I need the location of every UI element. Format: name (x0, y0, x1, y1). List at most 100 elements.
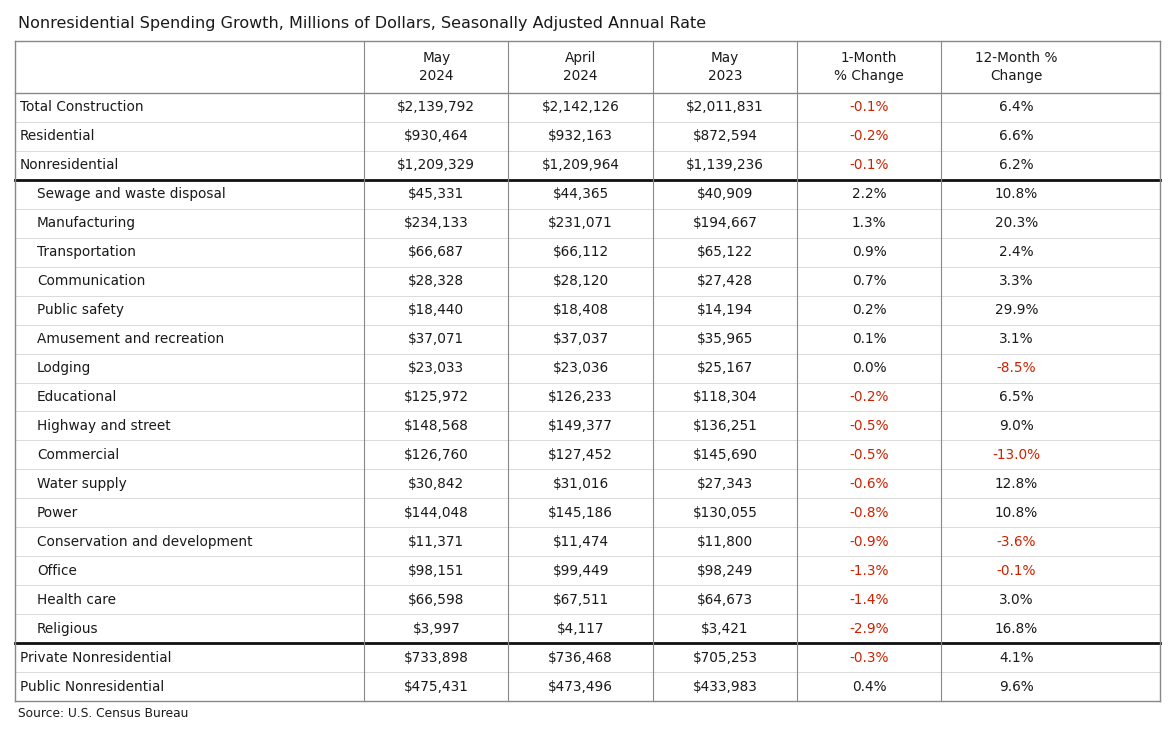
Text: 3.3%: 3.3% (998, 274, 1034, 288)
Text: $67,511: $67,511 (553, 593, 609, 607)
Text: -0.8%: -0.8% (849, 506, 889, 520)
Text: -0.2%: -0.2% (849, 390, 889, 404)
Text: $145,186: $145,186 (548, 506, 613, 520)
Text: $148,568: $148,568 (403, 419, 469, 433)
Text: $27,343: $27,343 (697, 477, 753, 491)
Text: -0.5%: -0.5% (849, 448, 889, 462)
Text: 1-Month
% Change: 1-Month % Change (834, 51, 904, 83)
Text: 3.0%: 3.0% (998, 593, 1034, 607)
Text: 6.2%: 6.2% (998, 158, 1034, 173)
Text: $1,139,236: $1,139,236 (686, 158, 764, 173)
Text: $98,151: $98,151 (408, 564, 465, 578)
Text: $136,251: $136,251 (693, 419, 757, 433)
Text: Office: Office (36, 564, 76, 578)
Text: $126,233: $126,233 (548, 390, 613, 404)
Text: April
2024: April 2024 (563, 51, 597, 83)
Text: $930,464: $930,464 (403, 129, 469, 143)
Text: $27,428: $27,428 (697, 274, 753, 288)
Text: $66,112: $66,112 (553, 246, 609, 259)
Text: $4,117: $4,117 (557, 622, 604, 635)
Text: $11,474: $11,474 (553, 535, 609, 549)
Text: Source: U.S. Census Bureau: Source: U.S. Census Bureau (18, 707, 188, 720)
Text: 0.0%: 0.0% (851, 361, 887, 375)
Text: $37,071: $37,071 (408, 332, 465, 346)
Text: Commercial: Commercial (36, 448, 119, 462)
Text: Conservation and development: Conservation and development (36, 535, 253, 549)
Text: Health care: Health care (36, 593, 116, 607)
Text: 9.0%: 9.0% (998, 419, 1034, 433)
Text: $3,997: $3,997 (413, 622, 460, 635)
Text: Communication: Communication (36, 274, 146, 288)
Text: -0.2%: -0.2% (849, 129, 889, 143)
Text: $1,209,329: $1,209,329 (397, 158, 475, 173)
Text: $125,972: $125,972 (403, 390, 469, 404)
Text: -0.1%: -0.1% (849, 158, 889, 173)
Text: Residential: Residential (20, 129, 95, 143)
Text: $23,036: $23,036 (553, 361, 609, 375)
Text: -0.9%: -0.9% (849, 535, 889, 549)
Text: 2.2%: 2.2% (851, 187, 887, 201)
Text: Total Construction: Total Construction (20, 101, 143, 114)
Text: $66,598: $66,598 (408, 593, 465, 607)
Text: $30,842: $30,842 (408, 477, 465, 491)
Text: Sewage and waste disposal: Sewage and waste disposal (36, 187, 226, 201)
Text: -0.1%: -0.1% (996, 564, 1036, 578)
Text: Private Nonresidential: Private Nonresidential (20, 650, 172, 665)
Text: 0.1%: 0.1% (851, 332, 887, 346)
Text: $11,371: $11,371 (408, 535, 465, 549)
Text: $65,122: $65,122 (696, 246, 753, 259)
Text: $40,909: $40,909 (696, 187, 753, 201)
Text: -3.6%: -3.6% (996, 535, 1036, 549)
Text: 3.1%: 3.1% (998, 332, 1034, 346)
Text: 12.8%: 12.8% (995, 477, 1038, 491)
Text: -0.1%: -0.1% (849, 101, 889, 114)
Text: $3,421: $3,421 (701, 622, 749, 635)
Text: 0.9%: 0.9% (851, 246, 887, 259)
Text: 10.8%: 10.8% (995, 506, 1038, 520)
Text: $45,331: $45,331 (408, 187, 465, 201)
Text: Nonresidential Spending Growth, Millions of Dollars, Seasonally Adjusted Annual : Nonresidential Spending Growth, Millions… (18, 16, 706, 31)
Text: -0.3%: -0.3% (849, 650, 889, 665)
Text: $126,760: $126,760 (405, 448, 469, 462)
Text: 10.8%: 10.8% (995, 187, 1038, 201)
Text: $64,673: $64,673 (697, 593, 753, 607)
Text: Religious: Religious (36, 622, 99, 635)
Text: -1.4%: -1.4% (849, 593, 889, 607)
Text: $35,965: $35,965 (696, 332, 753, 346)
Text: $28,328: $28,328 (408, 274, 465, 288)
Text: $98,249: $98,249 (696, 564, 753, 578)
Text: Lodging: Lodging (36, 361, 92, 375)
Text: $473,496: $473,496 (548, 680, 613, 693)
Text: 6.4%: 6.4% (998, 101, 1034, 114)
Text: $66,687: $66,687 (408, 246, 465, 259)
Text: -1.3%: -1.3% (849, 564, 889, 578)
Text: $118,304: $118,304 (693, 390, 757, 404)
Text: $149,377: $149,377 (548, 419, 613, 433)
Text: Power: Power (36, 506, 79, 520)
Text: $25,167: $25,167 (696, 361, 753, 375)
Text: Manufacturing: Manufacturing (36, 216, 136, 231)
Text: $872,594: $872,594 (693, 129, 757, 143)
Text: Transportation: Transportation (36, 246, 136, 259)
Text: $145,690: $145,690 (693, 448, 757, 462)
Text: 6.6%: 6.6% (998, 129, 1034, 143)
Text: 12-Month %
Change: 12-Month % Change (975, 51, 1057, 83)
Text: -0.6%: -0.6% (849, 477, 889, 491)
Text: 0.4%: 0.4% (851, 680, 887, 693)
Text: $130,055: $130,055 (693, 506, 757, 520)
Text: Educational: Educational (36, 390, 118, 404)
Text: 4.1%: 4.1% (998, 650, 1034, 665)
Text: May
2024: May 2024 (419, 51, 454, 83)
Text: -0.5%: -0.5% (849, 419, 889, 433)
Text: 16.8%: 16.8% (995, 622, 1038, 635)
Text: $144,048: $144,048 (405, 506, 469, 520)
Text: 6.5%: 6.5% (998, 390, 1034, 404)
Text: $44,365: $44,365 (553, 187, 609, 201)
Text: May
2023: May 2023 (708, 51, 742, 83)
Text: $99,449: $99,449 (553, 564, 609, 578)
Text: 2.4%: 2.4% (998, 246, 1034, 259)
Text: Public Nonresidential: Public Nonresidential (20, 680, 165, 693)
Text: $194,667: $194,667 (693, 216, 757, 231)
Text: $127,452: $127,452 (548, 448, 613, 462)
Text: 29.9%: 29.9% (995, 303, 1038, 317)
